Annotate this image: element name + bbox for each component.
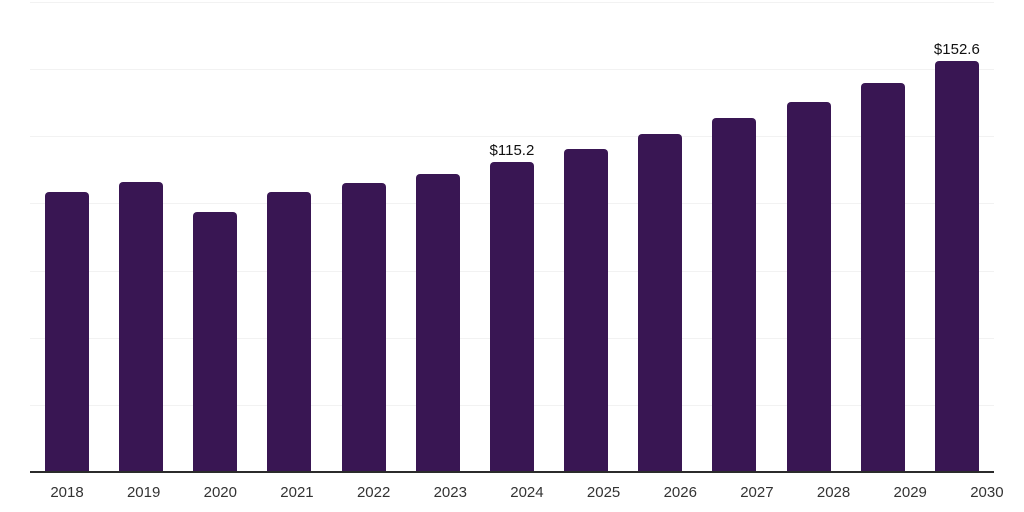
x-tick-label-2027: 2027 <box>740 484 774 501</box>
gridline-175 <box>30 2 994 3</box>
gridline-150 <box>30 69 994 71</box>
x-tick-slot-2024: 2024 <box>505 484 549 502</box>
x-tick-label-2023: 2023 <box>433 484 467 501</box>
x-tick-slot-2021: 2021 <box>275 484 319 502</box>
x-tick-label-2030: 2030 <box>970 484 1004 501</box>
x-tick-slot-2026: 2026 <box>658 484 702 502</box>
bar-2030: $152.6 <box>934 42 980 471</box>
x-tick-label-2021: 2021 <box>280 484 314 501</box>
x-tick-slot-2029: 2029 <box>888 484 932 502</box>
x-tick-label-2020: 2020 <box>203 484 237 501</box>
bar-2021 <box>267 192 312 471</box>
bar-2020 <box>193 212 238 471</box>
x-tick-label-2029: 2029 <box>893 484 927 501</box>
bar-2019 <box>119 182 164 471</box>
gridline-125 <box>30 136 994 138</box>
bar-2022 <box>341 183 386 471</box>
bar-2023 <box>415 174 460 471</box>
x-tick-label-2026: 2026 <box>663 484 697 501</box>
plot-area: $115.2 $152.6 <box>30 2 994 473</box>
x-tick-slot-2020: 2020 <box>198 484 242 502</box>
bar-2018 <box>45 192 89 471</box>
bar-value-label-2024: $115.2 <box>489 142 535 159</box>
x-tick-label-2028: 2028 <box>816 484 851 501</box>
x-tick-slot-2019: 2019 <box>122 484 166 502</box>
x-axis-line <box>30 471 994 473</box>
x-tick-label-2022: 2022 <box>356 484 391 501</box>
bar-value-label-2030: $152.6 <box>933 41 980 58</box>
x-tick-label-2024: 2024 <box>510 484 544 501</box>
bars-row: $115.2 $152.6 <box>30 3 994 471</box>
x-tick-slot-2030: 2030 <box>965 484 1009 502</box>
x-tick-slot-2025: 2025 <box>582 484 626 502</box>
x-tick-slot-2023: 2023 <box>428 484 472 502</box>
bar-2024: $115.2 <box>490 143 534 471</box>
bar-2026 <box>638 134 683 471</box>
x-tick-slot-2028: 2028 <box>812 484 856 502</box>
bar-2029 <box>860 83 905 471</box>
x-tick-slot-2022: 2022 <box>352 484 396 502</box>
x-axis-tick-labels: 2018 2019 2020 2021 2022 2023 2024 2025 2026 2027… <box>30 484 1024 502</box>
x-tick-slot-2027: 2027 <box>735 484 779 502</box>
bar-2028 <box>786 102 831 471</box>
bar-2027 <box>712 118 757 471</box>
x-tick-label-2025: 2025 <box>586 484 621 501</box>
x-tick-label-2019: 2019 <box>126 484 161 501</box>
x-tick-slot-2018: 2018 <box>45 484 89 502</box>
bar-2025 <box>564 149 609 471</box>
x-tick-label-2018: 2018 <box>50 484 84 501</box>
